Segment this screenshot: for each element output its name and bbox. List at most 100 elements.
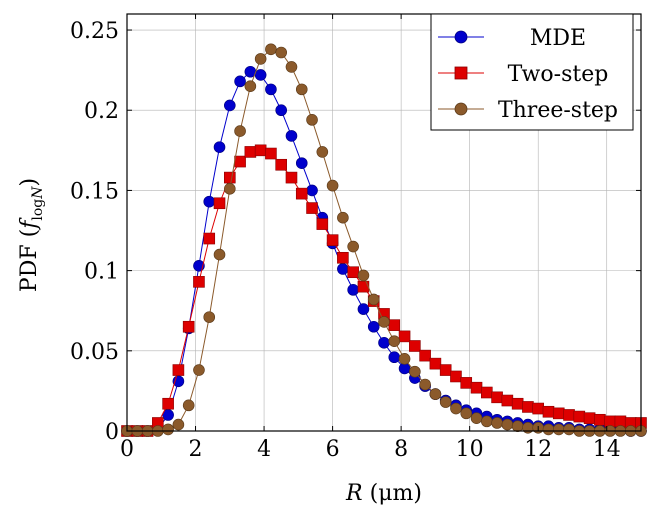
data-point-two-step: [285, 171, 298, 184]
legend-entry-mde: MDE: [438, 26, 586, 51]
data-point-two-step: [224, 171, 236, 184]
data-point-three-step: [439, 396, 452, 408]
x-tick-label: 4: [257, 437, 271, 462]
data-point-three-step: [203, 311, 216, 323]
y-tick-label: 0.15: [70, 179, 119, 204]
data-point-three-step: [326, 179, 339, 192]
data-point-two-step: [583, 412, 596, 424]
data-point-mde: [275, 104, 288, 117]
y-tick-label: 0: [105, 420, 119, 445]
y-axis-label-prefix: PDF (: [17, 229, 42, 292]
data-point-three-step: [378, 316, 390, 328]
data-point-three-step: [409, 365, 421, 378]
data-point-three-step: [367, 293, 380, 306]
data-point-three-step: [501, 418, 514, 431]
data-point-three-step: [357, 269, 370, 282]
data-point-three-step: [234, 125, 246, 137]
data-point-three-step: [511, 420, 524, 432]
data-point-two-step: [439, 364, 452, 376]
data-point-two-step: [542, 405, 555, 418]
legend-marker-mde: [454, 30, 468, 44]
y-tick-label: 0.05: [70, 340, 119, 365]
data-point-three-step: [193, 364, 205, 376]
data-point-three-step: [244, 80, 257, 92]
data-point-two-step: [275, 158, 288, 171]
data-point-two-step: [172, 364, 185, 376]
y-tick-label: 0.1: [84, 260, 119, 285]
data-point-mde: [285, 130, 298, 142]
data-point-two-step: [234, 155, 246, 168]
data-point-two-step: [162, 397, 174, 410]
data-point-three-step: [265, 43, 277, 56]
data-point-two-step: [306, 202, 318, 214]
data-point-two-step: [594, 413, 606, 426]
data-point-three-step: [306, 114, 318, 126]
data-point-two-step: [388, 319, 401, 331]
data-point-three-step: [172, 418, 185, 431]
data-point-three-step: [285, 61, 298, 73]
data-point-two-step: [244, 146, 257, 158]
data-point-mde: [347, 284, 359, 296]
y-tick-label: 0.2: [84, 99, 119, 124]
x-tick-label: 0: [120, 437, 134, 462]
data-point-three-step: [491, 417, 503, 429]
legend-entry-three-step: Three-step: [438, 98, 618, 123]
y-axis-label-sub: log: [30, 199, 46, 221]
data-point-mde: [357, 303, 370, 315]
series-two-step: [121, 144, 647, 437]
data-point-mde: [378, 336, 390, 349]
data-point-three-step: [398, 353, 411, 365]
data-point-three-step: [429, 388, 442, 400]
data-point-mde: [388, 351, 401, 364]
x-tick-label: 8: [394, 437, 408, 462]
data-point-two-step: [357, 280, 370, 293]
x-axis-label: R (μm): [345, 481, 422, 506]
legend-label-two-step: Two-step: [508, 62, 609, 87]
data-point-two-step: [337, 251, 349, 264]
x-tick-label: 10: [456, 437, 484, 462]
data-point-two-step: [409, 340, 421, 352]
legend-label-mde: MDE: [530, 26, 586, 51]
x-tick-label: 2: [189, 437, 203, 462]
data-point-three-step: [295, 83, 308, 96]
data-point-two-step: [511, 397, 524, 410]
data-point-two-step: [552, 407, 565, 420]
data-point-mde: [203, 195, 216, 208]
legend-marker-three-step: [454, 102, 468, 116]
data-point-mde: [337, 263, 349, 275]
axis-ticks: 0 2 4 6 8 10 12 14 0 0.05 0.1 0.15 0.2 0.25: [70, 14, 641, 462]
data-point-three-step: [162, 423, 174, 436]
data-point-three-step: [254, 53, 267, 65]
x-tick-label: 6: [326, 437, 340, 462]
legend-marker-two-step: [454, 66, 468, 80]
data-point-mde: [254, 69, 267, 81]
legend-entry-two-step: Two-step: [438, 62, 608, 87]
data-point-three-step: [552, 423, 565, 436]
data-point-two-step: [563, 409, 575, 421]
legend: MDE Two-step Three-step: [430, 13, 634, 131]
data-point-mde: [213, 141, 226, 153]
data-point-mde: [224, 99, 236, 112]
data-point-three-step: [224, 183, 236, 195]
data-point-two-step: [491, 391, 503, 404]
data-point-three-step: [542, 423, 555, 436]
data-point-mde: [306, 184, 318, 197]
data-point-two-step: [501, 394, 514, 407]
y-axis-label-suffix: ): [17, 178, 42, 187]
data-point-three-step: [316, 146, 329, 158]
data-point-two-step: [347, 266, 359, 279]
data-point-mde: [234, 75, 246, 88]
data-point-two-step: [398, 330, 411, 343]
data-point-two-step: [460, 377, 473, 389]
data-point-three-step: [450, 402, 462, 415]
data-point-three-step: [213, 248, 226, 261]
data-point-mde: [367, 320, 380, 333]
legend-label-three-step: Three-step: [498, 98, 618, 123]
data-point-two-step: [532, 402, 545, 415]
data-point-two-step: [193, 276, 205, 288]
data-point-three-step: [419, 378, 431, 391]
x-tick-label: 14: [593, 437, 621, 462]
data-point-two-step: [522, 401, 534, 413]
data-point-three-step: [388, 335, 401, 347]
